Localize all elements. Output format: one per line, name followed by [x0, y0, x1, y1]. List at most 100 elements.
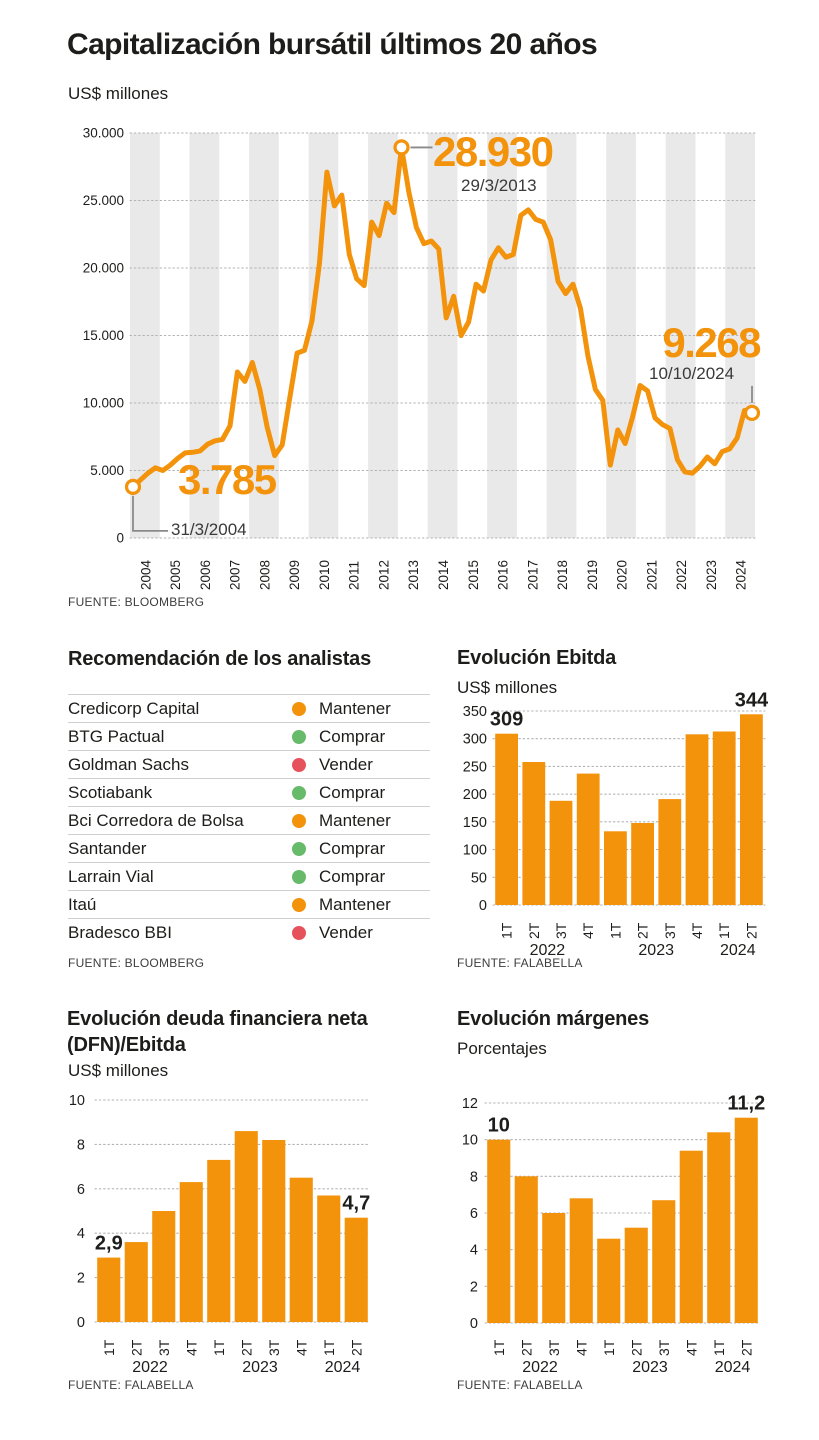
bar-value-label: 10 — [488, 1115, 510, 1137]
bar — [597, 1238, 621, 1323]
y-axis-label: 100 — [463, 843, 487, 859]
bar — [740, 714, 763, 905]
x-axis-quarter-label: 1T — [711, 1339, 727, 1356]
analyst-name: Scotiabank — [68, 782, 153, 802]
x-axis-quarter-label: 4T — [689, 922, 705, 939]
x-axis-quarter-label: 1T — [716, 922, 732, 939]
source-analysts: FUENTE: BLOOMBERG — [68, 956, 205, 970]
bar-value-label: 344 — [735, 689, 769, 711]
x-axis-year-label: 2019 — [585, 560, 600, 590]
x-axis-quarter-label: 2T — [738, 1339, 754, 1356]
analyst-row: Itaú Mantener — [68, 890, 430, 918]
rating-label: Comprar — [319, 782, 386, 802]
y-axis-label: 150 — [463, 815, 487, 831]
x-axis-quarter-label: 1T — [211, 1339, 227, 1356]
analyst-name: Santander — [68, 838, 147, 858]
bar — [152, 1211, 176, 1322]
y-axis-label: 6 — [77, 1182, 85, 1198]
rating-label: Mantener — [319, 810, 391, 830]
y-axis-label: 10 — [69, 1093, 85, 1109]
y-axis-label: 4 — [470, 1243, 478, 1259]
rating-label: Mantener — [319, 894, 391, 914]
margins-units-label: Porcentajes — [457, 1039, 547, 1058]
analyst-row: Bci Corredora de Bolsa Mantener — [68, 806, 430, 834]
bar — [97, 1257, 121, 1322]
x-axis-year-label: 2024 — [734, 559, 749, 590]
x-axis-year-label: 2004 — [138, 559, 153, 590]
x-axis-year-label: 2021 — [644, 560, 659, 590]
data-point-marker — [393, 139, 410, 156]
x-axis-year-label: 2023 — [704, 560, 719, 590]
bar — [522, 762, 546, 905]
x-axis-quarter-label: 4T — [573, 1339, 589, 1356]
x-axis-year-label: 2008 — [257, 560, 272, 590]
annotation-connector-start — [132, 495, 168, 532]
y-axis-label: 20.000 — [83, 261, 124, 276]
bar-value-label: 4,7 — [342, 1193, 370, 1215]
analyst-row: BTG Pactual Comprar — [68, 722, 430, 750]
rating-dot-icon — [292, 701, 306, 716]
x-axis-quarter-label: 4T — [683, 1339, 699, 1356]
x-axis-quarter-label: 3T — [656, 1339, 672, 1356]
x-axis-quarter-label: 2T — [348, 1339, 364, 1356]
x-axis-year-label: 2013 — [406, 560, 421, 590]
x-axis-year-group-label: 2022 — [522, 1359, 558, 1376]
y-axis-label: 50 — [471, 870, 487, 886]
x-axis-year-label: 2010 — [317, 560, 332, 590]
x-axis-quarter-label: 4T — [183, 1339, 199, 1356]
annotation-start-date: 31/3/2004 — [171, 520, 247, 539]
analyst-row: Goldman Sachs Vender — [68, 750, 430, 778]
y-axis-label: 12 — [462, 1096, 478, 1112]
bar — [712, 731, 736, 905]
bar — [652, 1200, 676, 1323]
chart-units-label: US$ millones — [68, 84, 169, 103]
x-axis-year-group-label: 2024 — [715, 1359, 751, 1376]
y-axis-label: 2 — [470, 1279, 478, 1295]
x-axis-quarter-label: 3T — [546, 1339, 562, 1356]
x-axis-quarter-label: 1T — [601, 1339, 617, 1356]
rating-label: Comprar — [319, 866, 386, 886]
rating-dot-icon — [292, 757, 306, 772]
bar — [549, 800, 573, 905]
y-axis-label: 6 — [470, 1206, 478, 1222]
bar — [487, 1139, 511, 1323]
y-axis-label: 2 — [77, 1271, 85, 1287]
source-dfn: FUENTE: FALABELLA — [68, 1378, 194, 1392]
source-market-cap: FUENTE: BLOOMBERG — [68, 595, 205, 609]
x-axis-year-label: 2012 — [377, 560, 392, 590]
y-axis-label: 350 — [463, 704, 487, 720]
x-axis-year-group-label: 2023 — [632, 1359, 668, 1376]
ebitda-section-title: Evolución Ebitda — [457, 647, 617, 669]
analyst-row: Larrain Vial Comprar — [68, 862, 430, 890]
x-axis-quarter-label: 3T — [266, 1339, 282, 1356]
bar-value-label: 309 — [490, 709, 523, 731]
data-point-marker — [124, 478, 142, 495]
bar — [658, 799, 682, 905]
y-axis-label: 250 — [463, 759, 487, 775]
analyst-row: Santander Comprar — [68, 834, 430, 862]
x-axis-quarter-label: 3T — [553, 922, 569, 939]
y-axis-label: 30.000 — [83, 126, 124, 141]
bar — [124, 1242, 148, 1322]
y-axis-label: 0 — [116, 531, 124, 546]
x-axis-year-label: 2005 — [168, 560, 183, 590]
bar — [317, 1195, 341, 1322]
source-margins: FUENTE: FALABELLA — [457, 1378, 583, 1392]
analyst-name: Goldman Sachs — [68, 754, 189, 774]
x-axis-quarter-label: 1T — [607, 922, 623, 939]
x-axis-quarter-label: 1T — [321, 1339, 337, 1356]
x-axis-year-label: 2009 — [287, 560, 302, 590]
x-axis-year-label: 2016 — [496, 560, 511, 590]
x-axis-year-label: 2006 — [198, 560, 213, 590]
market-cap-line-chart: 0 5.000 10.000 15.000 20.000 25.000 30.000 2004… — [83, 126, 761, 590]
y-axis-label: 4 — [77, 1226, 85, 1242]
analyst-row: Credicorp Capital Mantener — [68, 694, 430, 722]
y-axis-label: 300 — [463, 732, 487, 748]
bar — [179, 1182, 203, 1322]
margins-section-title: Evolución márgenes — [457, 1008, 650, 1030]
bar — [576, 773, 600, 905]
dfn-bar-chart: 0 2 4 6 8 10 2,9 4,7 1T 2T 3T 4T 1T 2T 3T 4T 1T 2T 2022 202… — [69, 1093, 371, 1376]
annotation-end-value: 9.268 — [662, 319, 761, 366]
x-axis-year-label: 2014 — [436, 559, 451, 590]
y-axis-label: 0 — [77, 1315, 85, 1331]
